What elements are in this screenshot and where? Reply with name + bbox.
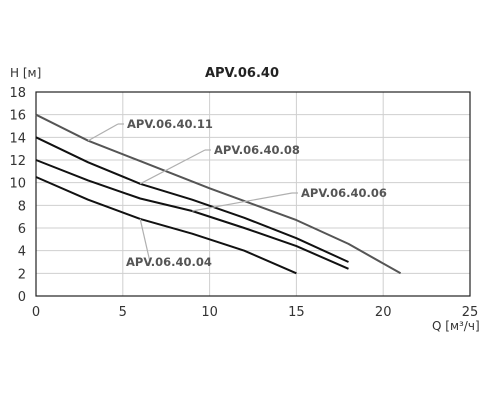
y-tick-label: 10 (9, 177, 26, 192)
callout-leader (87, 123, 119, 142)
y-tick-label: 12 (9, 154, 26, 169)
series-callout-label: APV.06.40.08 (214, 143, 300, 157)
y-tick-label: 4 (18, 245, 26, 260)
series-callout-label: APV.06.40.06 (301, 186, 387, 200)
series-line-2 (35, 159, 349, 270)
x-tick-label: 25 (462, 305, 479, 320)
y-tick-label: 6 (18, 222, 26, 237)
series-callout-label: APV.06.40.11 (127, 117, 213, 131)
series-line-3 (35, 176, 297, 275)
x-tick-label: 10 (201, 305, 218, 320)
y-tick-label: 2 (18, 267, 26, 282)
x-axis-label: Q [м³/ч] (432, 319, 480, 333)
x-tick-label: 20 (375, 305, 392, 320)
x-tick-label: 15 (288, 305, 305, 320)
y-tick-label: 16 (9, 109, 26, 124)
tick-labels: 0 2 4 6 8 10 12 14 16 18 0 5 10 15 20 25 (9, 86, 478, 320)
gridlines (35, 91, 471, 297)
y-tick-label: 18 (9, 86, 26, 101)
callout-leader (139, 149, 206, 185)
chart-title: APV.06.40 (205, 66, 279, 81)
callout-leader (192, 192, 293, 212)
y-tick-label: 0 (18, 290, 26, 305)
y-tick-label: 8 (18, 199, 26, 214)
y-tick-label: 14 (9, 131, 26, 146)
series-callout-label: APV.06.40.04 (126, 255, 212, 269)
y-axis-label: H [м] (10, 66, 41, 80)
plot-frame (35, 91, 471, 297)
x-tick-label: 5 (119, 305, 127, 320)
x-tick-label: 0 (32, 305, 40, 320)
series-line-1 (35, 136, 349, 263)
callout-leader (139, 218, 151, 263)
